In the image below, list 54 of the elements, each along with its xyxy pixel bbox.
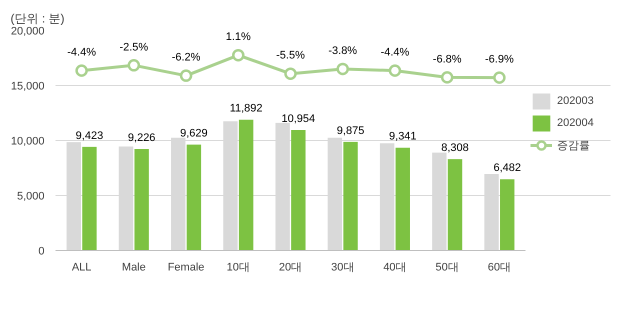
legend-label: 202003 <box>557 95 595 107</box>
data-label: 9,341 <box>389 130 417 143</box>
bar <box>343 142 358 250</box>
point <box>284 67 297 80</box>
data-label: 9,226 <box>128 132 156 144</box>
data-label: 9,875 <box>336 124 364 137</box>
bar <box>448 159 462 250</box>
chart-title: (단위 : 분) <box>10 12 64 26</box>
y-tick-label: 15,000 <box>10 80 45 92</box>
x-tick-label: 40대 <box>383 262 407 274</box>
bar <box>186 144 202 250</box>
y-tick-label: 10,000 <box>10 136 45 148</box>
legend-label: 증감률 <box>557 138 591 152</box>
bar <box>82 146 97 250</box>
data-label: -6.9% <box>485 54 514 66</box>
data-label: -2.5% <box>119 41 148 54</box>
bar <box>291 130 306 250</box>
data-label: -4.4% <box>67 46 96 59</box>
point <box>336 62 349 76</box>
bar <box>396 148 410 250</box>
bar <box>238 120 254 250</box>
y-tick-label: 20,000 <box>10 26 45 38</box>
data-label: -4.4% <box>380 46 410 59</box>
point <box>232 48 245 62</box>
point <box>440 71 454 84</box>
point <box>180 69 192 82</box>
data-label: 8,308 <box>441 142 469 154</box>
data-label: 6,482 <box>493 162 521 174</box>
point <box>493 71 506 84</box>
x-tick-label: 10대 <box>226 262 250 274</box>
data-label: 1.1% <box>226 31 252 44</box>
data-label: -3.8% <box>328 44 358 57</box>
x-tick-label: 20대 <box>278 262 302 274</box>
point <box>388 64 402 77</box>
bar <box>134 149 149 250</box>
data-label: -6.2% <box>172 52 201 64</box>
data-label: 9,629 <box>180 128 208 140</box>
bar <box>500 179 514 250</box>
legend-label: 202004 <box>557 117 595 129</box>
data-label: -6.8% <box>432 53 462 66</box>
x-tick-label: Male <box>122 262 146 274</box>
data-label: 10,954 <box>282 113 316 126</box>
point <box>75 64 88 77</box>
y-tick-label: 0 <box>38 246 45 258</box>
data-label: 9,423 <box>76 130 104 142</box>
data-label: 11,892 <box>230 102 263 115</box>
data-label: -5.5% <box>276 50 306 62</box>
x-tick-label: 50대 <box>436 262 459 274</box>
x-tick-label: ALL <box>72 262 92 274</box>
x-tick-label: Female <box>168 262 204 274</box>
y-tick-label: 5,000 <box>16 190 45 202</box>
x-tick-label: 60대 <box>488 262 512 274</box>
point <box>128 59 140 72</box>
x-tick-label: 30대 <box>331 262 354 274</box>
